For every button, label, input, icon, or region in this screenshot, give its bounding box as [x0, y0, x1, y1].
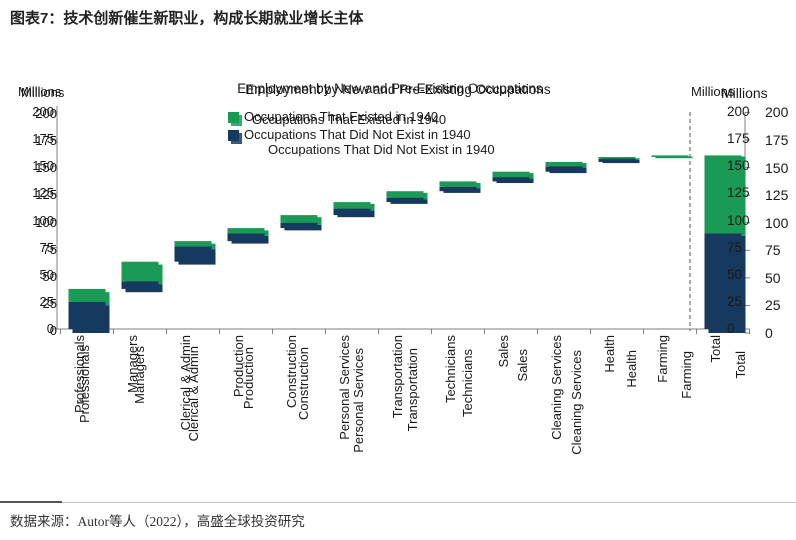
- bar-segment-existing-occupations: [386, 191, 424, 198]
- footer-divider-accent: [0, 501, 62, 503]
- y-axis-tick-label-right: 0: [765, 325, 773, 341]
- bar-segment-existing-occupations: [492, 171, 530, 178]
- y-axis-tick-label-right: 175: [765, 131, 789, 148]
- legend-label-existed-ghost: Occupations That Existed in 1940: [252, 112, 447, 127]
- chart-title-text: Employment by New and Pre-Existing Occup…: [237, 81, 543, 96]
- y-axis-tick-label-left: 100 100: [32, 212, 57, 230]
- bar-segment-existing-occupations: [121, 261, 159, 282]
- y-axis-tick-label-right: 0: [727, 321, 735, 336]
- bar-segment-new-occupations: [492, 177, 530, 182]
- y-axis-tick-label-left: 150 150: [32, 158, 57, 176]
- x-category-label: Farming: [655, 335, 670, 383]
- x-category-label: Cleaning Services: [549, 335, 564, 440]
- x-category-label-ghost: Managers: [132, 346, 147, 404]
- left-axis-unit-label: Millions: [18, 84, 62, 99]
- bar-segment-new-occupations: [280, 222, 318, 229]
- y-axis-tick-label-right: 100: [765, 214, 789, 231]
- bar-segment-new-occupations: [545, 166, 583, 172]
- bar-segment-existing-occupations: [598, 157, 636, 159]
- legend-label-did-not-exist: Occupations That Did Not Exist in 1940: [244, 127, 471, 142]
- bar-segment-existing-occupations: [655, 156, 693, 159]
- y-axis-tick-label-right: 50: [765, 269, 781, 286]
- bar-segment-new-occupations: [121, 281, 159, 289]
- y-axis-tick-label-right: 50: [727, 266, 743, 282]
- legend-item-existed-1940: Occupations That Existed in 1940 Occupat…: [228, 109, 471, 127]
- y-axis-tick-label-left: 50 50: [39, 266, 57, 284]
- x-category-label: Sales: [496, 335, 511, 368]
- bar-segment-new-occupations: [386, 197, 424, 202]
- y-axis-tick-label-right: 100: [727, 212, 750, 228]
- right-axis-unit-label-ghost: Millions: [721, 85, 768, 101]
- bar-segment-new-occupations: [174, 246, 212, 262]
- bar-segment-existing-occupations: [227, 228, 265, 234]
- y-axis-tick-label-right: 125: [727, 185, 750, 201]
- bar-segment-new-occupations: [704, 233, 742, 329]
- x-category-label-ghost: Health: [624, 350, 639, 388]
- y-axis-tick-label-right: 25: [727, 293, 743, 309]
- x-category-label-ghost: Professionals: [77, 345, 92, 424]
- x-category-label: Health: [602, 335, 617, 373]
- y-axis-tick-label-right: 125: [765, 187, 789, 204]
- bar-segment-existing-occupations: [333, 202, 371, 209]
- bar-segment-new-occupations: [227, 233, 265, 242]
- right-axis-unit-label: Millions: [691, 84, 735, 99]
- x-category-label: Total: [708, 335, 723, 363]
- x-category-label-ghost: Production: [241, 347, 256, 410]
- left-axis-unit: Millions Millions: [18, 84, 65, 100]
- x-category-label-ghost: Transportation: [405, 348, 420, 432]
- bar-segment-new-occupations: [68, 301, 106, 329]
- y-axis-tick-label-left: 75 75: [39, 239, 57, 257]
- legend-label-existed: Occupations That Existed in 1940: [244, 109, 439, 124]
- y-axis-tick-label-right: 175: [727, 131, 750, 147]
- bar-segment-existing-occupations: [704, 155, 742, 234]
- x-category-label: Technicians: [443, 335, 458, 403]
- y-axis-tick-label-right: 150: [765, 159, 789, 176]
- bar-segment-existing-occupations: [280, 215, 318, 223]
- x-category-label-ghost: Total: [733, 351, 748, 379]
- x-category-label-ghost: Personal Services: [351, 348, 366, 453]
- y-axis-tick-label-right: 200: [765, 104, 789, 121]
- y-axis-tick-label-left: 200 200: [32, 104, 57, 121]
- bar-segment-existing-occupations: [439, 181, 477, 187]
- bar-segment-existing-occupations: [651, 155, 689, 157]
- legend-label-did-not-exist-ghost: Occupations That Did Not Exist in 1940: [268, 142, 495, 157]
- bar-segment-existing-occupations: [68, 288, 106, 302]
- bar-segment-new-occupations: [333, 208, 371, 216]
- x-category-label-ghost: Cleaning Services: [569, 350, 584, 455]
- bar-segment-existing-occupations: [545, 161, 583, 167]
- bar-segment-existing-occupations: [174, 241, 212, 247]
- bar-segment-new-occupations: [598, 158, 636, 162]
- x-category-label-ghost: Clerical & Admin: [186, 346, 201, 442]
- x-category-label: Transportation: [390, 335, 405, 419]
- bar-segment-new-occupations: [439, 186, 477, 192]
- footer-divider: [0, 502, 796, 503]
- legend-swatch-green-ghost-icon: [231, 115, 242, 126]
- source-note: 数据来源：Autor等人（2022），高盛全球投资研究: [10, 514, 305, 529]
- legend-item-did-not-exist-1940: Occupations That Did Not Exist in 1940 O…: [228, 127, 495, 157]
- y-axis-tick-label-right: 75: [765, 242, 781, 259]
- y-axis-tick-label-left: 25 25: [39, 293, 57, 311]
- right-axis-unit: Millions Millions: [691, 84, 768, 101]
- x-category-label-ghost: Sales: [515, 349, 530, 382]
- left-axis-unit-label-ghost: Millions: [21, 85, 65, 100]
- y-axis-tick-label-left: 175 175: [32, 131, 57, 149]
- legend-swatch-navy-ghost-icon: [231, 133, 242, 144]
- chart-title: Employment by New and Pre-Existing Occup…: [100, 81, 680, 97]
- y-axis-tick-label-left: 125 125: [32, 185, 57, 203]
- chart-legend: Occupations That Existed in 1940 Occupat…: [228, 109, 495, 157]
- y-axis-tick-label-right: 25: [765, 297, 781, 314]
- figure-title: 图表7：技术创新催生新职业，构成长期就业增长主体: [10, 10, 364, 27]
- x-category-label-ghost: Construction: [296, 347, 311, 420]
- chart-title-text-ghost: Employment by New and Pre-Existing Occup…: [245, 82, 551, 97]
- y-axis-tick-label-right: 200: [727, 104, 750, 119]
- y-axis-tick-label-right: 75: [727, 239, 743, 255]
- y-axis-tick-label-right: 150: [727, 158, 750, 174]
- x-category-label-ghost: Farming: [679, 351, 694, 399]
- x-category-label-ghost: Technicians: [460, 349, 475, 417]
